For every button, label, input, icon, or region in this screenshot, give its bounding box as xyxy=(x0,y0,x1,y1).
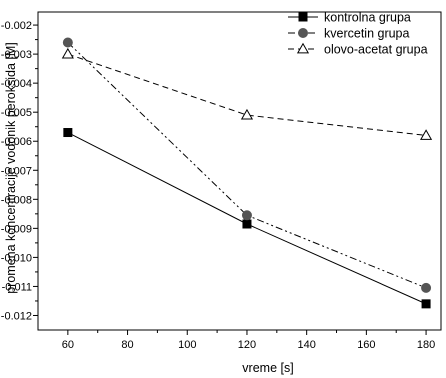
data-point xyxy=(420,129,433,140)
data-point xyxy=(421,299,431,309)
series-line xyxy=(67,53,427,136)
axes: 60 80 100 120 140 160 180 -0.002 -0.003 -0.004 -0.… xyxy=(1,11,442,351)
legend-item: kontrolna grupa xyxy=(288,11,411,25)
x-tick-label: 100 xyxy=(178,339,196,351)
y-tick-label: -0.005 xyxy=(1,107,32,119)
legend-marker xyxy=(298,28,308,38)
series-1 xyxy=(63,128,431,309)
x-tick-label: 80 xyxy=(121,339,133,351)
legend-marker xyxy=(296,42,310,54)
y-tick-label: -0.006 xyxy=(1,136,32,148)
legend: kontrolna grupa kvercetin grupa olovo-acet… xyxy=(288,11,428,57)
legend-label: olovo-acetat grupa xyxy=(324,43,428,57)
legend-marker xyxy=(298,12,308,22)
series-2 xyxy=(62,37,432,293)
data-point xyxy=(61,47,74,59)
legend-item: olovo-acetat grupa xyxy=(288,43,428,57)
x-tick-label: 160 xyxy=(357,339,375,351)
data-point xyxy=(63,128,73,138)
x-tick-label: 180 xyxy=(417,339,435,351)
x-tick-label: 140 xyxy=(297,339,315,351)
plot-frame xyxy=(37,11,442,331)
x-axis-title: vreme [s] xyxy=(242,361,293,375)
series-layer xyxy=(61,37,433,309)
series-line xyxy=(67,42,427,289)
y-tick-label: -0.012 xyxy=(1,310,32,322)
y-tick-label: -0.009 xyxy=(1,223,32,235)
legend-item: kvercetin grupa xyxy=(288,27,410,41)
y-axis-title: promena koncentracije vodonik peroksida … xyxy=(4,42,18,294)
x-tick-label: 60 xyxy=(62,339,74,351)
data-point xyxy=(421,282,432,293)
data-point xyxy=(241,210,252,221)
x-tick-label: 120 xyxy=(238,339,256,351)
data-point xyxy=(242,219,252,229)
y-tick-label: -0.002 xyxy=(1,20,32,32)
data-point xyxy=(240,108,254,120)
y-tick-label: -0.007 xyxy=(1,165,32,177)
y-tick-label: -0.008 xyxy=(1,194,32,206)
y-tick-label: -0.004 xyxy=(1,78,32,90)
legend-label: kvercetin grupa xyxy=(324,27,410,41)
legend-label: kontrolna grupa xyxy=(324,11,411,25)
y-tick-label: -0.011 xyxy=(2,281,32,293)
series-3 xyxy=(61,47,433,140)
data-point xyxy=(62,37,73,48)
y-tick-label: -0.003 xyxy=(1,49,32,61)
y-tick-label: -0.010 xyxy=(1,252,32,264)
